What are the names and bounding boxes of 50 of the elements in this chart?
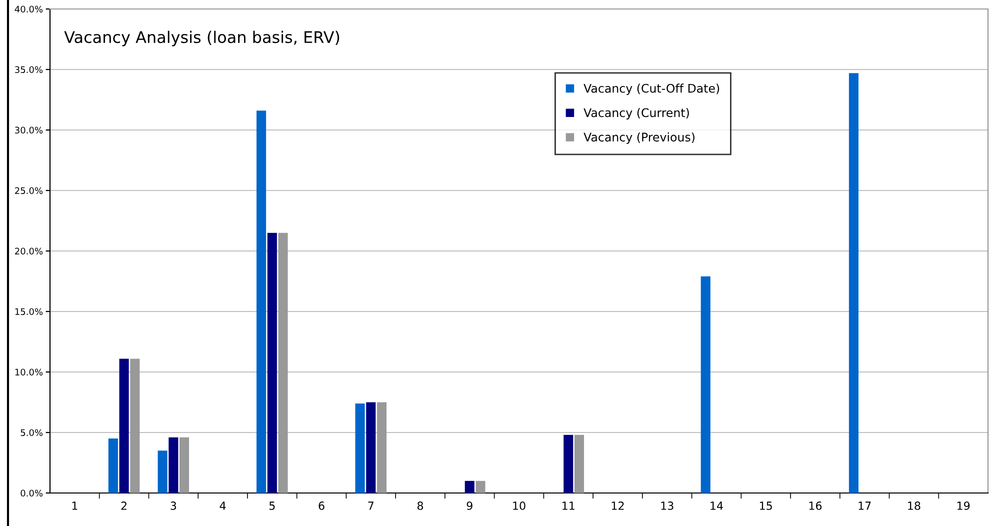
bar (574, 434, 584, 493)
y-tick-label: 10.0% (15, 368, 43, 376)
bar (168, 437, 178, 493)
x-tick-label: 18 (908, 502, 920, 510)
y-tick-label: 0.0% (20, 490, 43, 497)
bar (158, 450, 168, 493)
x-tick-label: 9 (466, 502, 472, 510)
bar (180, 437, 190, 493)
bar (130, 358, 140, 493)
y-tick-label: 30.0% (15, 126, 43, 134)
y-tick-label: 40.0% (14, 6, 43, 13)
text: Vacancy Analysis (loan basis, ERV) (64, 30, 340, 46)
x-tick-label: 17 (858, 502, 871, 510)
legend-label: Vacancy (Cut-Off Date) (584, 84, 720, 96)
y-tick-label: 25.0% (15, 187, 43, 194)
x-tick-label: 2 (121, 502, 126, 510)
bar (848, 73, 858, 493)
bar (267, 232, 277, 493)
y-tick-label: 20.0% (15, 248, 43, 255)
x-tick-label: 12 (612, 502, 624, 510)
x-tick-label: 5 (269, 502, 275, 510)
x-tick-label: 10 (513, 502, 526, 510)
bar (464, 480, 474, 493)
bar (119, 358, 129, 493)
bar (476, 480, 486, 493)
bar (278, 232, 288, 493)
y-tick-label: 5.0% (20, 429, 43, 436)
bar (355, 403, 365, 493)
x-tick-label: 8 (417, 502, 424, 510)
x-tick-label: 11 (562, 502, 574, 510)
bar (108, 438, 118, 493)
x-tick-label: 1 (72, 502, 78, 510)
x-tick-label: 14 (710, 502, 723, 510)
x-tick-label: 13 (661, 502, 674, 510)
legend-label: Vacancy (Previous) (584, 132, 694, 144)
x-tick-label: 4 (220, 502, 226, 510)
bar (564, 434, 574, 493)
y-tick-label: 35.0% (15, 66, 43, 74)
bar (700, 276, 710, 493)
legend-label: Vacancy (Current) (584, 108, 689, 120)
x-tick-label: 7 (368, 502, 374, 510)
x-tick-label: 3 (170, 502, 176, 510)
bar (256, 110, 266, 493)
x-tick-label: 6 (318, 502, 324, 510)
bar (376, 402, 387, 493)
x-tick-label: 15 (760, 502, 772, 510)
bar (366, 402, 376, 493)
y-tick-label: 15.0% (15, 308, 43, 316)
x-tick-label: 19 (957, 502, 970, 510)
x-tick-label: 16 (809, 502, 822, 510)
